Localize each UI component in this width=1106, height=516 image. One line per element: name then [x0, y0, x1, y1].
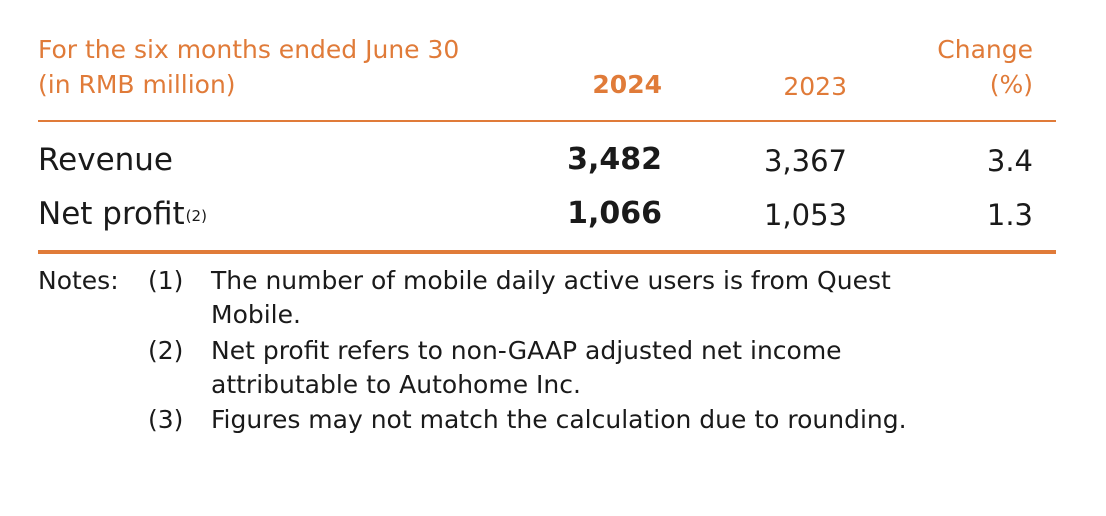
- note-1-text-line1: The number of mobile daily active users …: [211, 266, 891, 295]
- column-header-2023: 2023: [783, 72, 847, 101]
- note-2-text-line1: Net profit refers to non-GAAP adjusted n…: [211, 336, 842, 365]
- column-header-2024: 2024: [592, 70, 662, 99]
- notes-title: Notes:: [38, 266, 119, 295]
- row-net-profit-footnote-ref: (2): [185, 207, 207, 225]
- header-period-label: For the six months ended June 30: [38, 35, 460, 64]
- note-1-text-line2: Mobile.: [211, 300, 301, 329]
- note-3-number: (3): [148, 405, 184, 434]
- column-header-change-unit: (%): [989, 70, 1033, 99]
- row-revenue-label: Revenue: [38, 142, 174, 178]
- note-2-number: (2): [148, 336, 184, 365]
- row-net-profit-label-text: Net profit: [38, 196, 185, 232]
- column-header-change: Change: [937, 35, 1033, 64]
- header-unit-label: (in RMB million): [38, 70, 236, 99]
- row-net-profit-2024: 1,066: [567, 196, 662, 231]
- row-revenue-change: 3.4: [986, 144, 1033, 178]
- note-3-text-line1: Figures may not match the calculation du…: [211, 405, 907, 434]
- row-net-profit-2023: 1,053: [763, 198, 847, 232]
- row-revenue-2023: 3,367: [763, 144, 847, 178]
- table-bottom-rule: [38, 250, 1056, 254]
- row-revenue-2024: 3,482: [567, 142, 662, 177]
- note-1-number: (1): [148, 266, 184, 295]
- header-divider: [38, 120, 1056, 122]
- row-net-profit-label: Net profit(2): [38, 194, 207, 234]
- note-2-text-line2: attributable to Autohome Inc.: [211, 370, 581, 399]
- row-net-profit-change: 1.3: [986, 198, 1033, 232]
